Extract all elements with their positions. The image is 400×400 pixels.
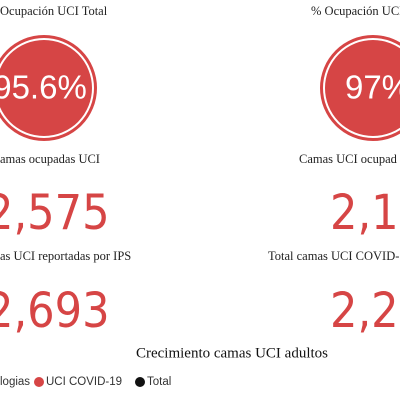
gauge-label: % Ocupación UCI [311,4,400,18]
gauge-value: 95.6% [0,69,87,106]
card-value: 2,693 [0,283,110,339]
card-label: Total camas UCI COVID-1 [268,249,400,263]
card-label: amas ocupadas UCI [0,152,100,166]
legend-entry[interactable]: logias [0,376,30,388]
legend-swatch [34,377,44,387]
legend-entry[interactable]: Total [147,376,171,388]
legend-entry[interactable]: UCI COVID-19 [46,376,122,388]
gauge-ring [0,38,94,138]
legend-swatch [135,377,145,387]
gauge-value: 97% [345,69,400,106]
gauge-circle [0,35,97,141]
card-value: 2,20 [330,283,400,339]
card-label: Camas UCI ocupad [299,152,398,166]
chart-title: Crecimiento camas UCI adultos [136,345,328,361]
card-value: 2,14 [330,185,400,241]
gauge-circle [320,35,400,141]
gauge-ring [323,38,400,138]
gauge-label: Ocupación UCI Total [0,4,108,18]
card-value: 2,575 [0,185,110,241]
card-label: as UCI reportadas por IPS [0,249,131,263]
